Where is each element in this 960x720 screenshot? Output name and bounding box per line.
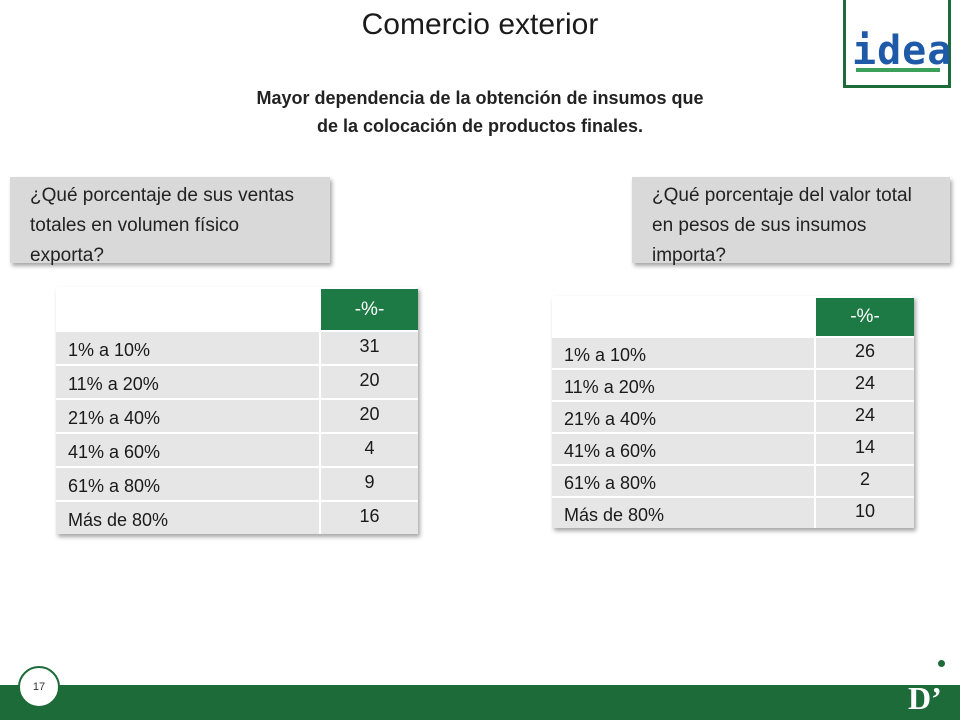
subtitle-line-2: de la colocación de productos finales. — [316, 116, 644, 136]
brand-dot — [938, 660, 945, 667]
row-label: 1% a 10% — [564, 344, 647, 365]
imports-table: -%- 1% a 10% 26 11% a 20% 24 21% a 40% 24 41% … — [552, 296, 914, 528]
logo-text: idea — [852, 28, 953, 74]
page-title: Comercio exterior — [361, 8, 599, 41]
row-label: 1% a 10% — [68, 339, 151, 360]
table-row: 1% a 10% 26 — [552, 336, 914, 368]
table-row: 41% a 60% 4 — [56, 432, 418, 466]
table-header-row: -%- — [56, 287, 418, 330]
row-value: 24 — [814, 370, 914, 400]
row-label: 41% a 60% — [68, 441, 161, 462]
row-label: 61% a 80% — [564, 472, 657, 493]
row-label: 61% a 80% — [68, 475, 161, 496]
row-value: 14 — [814, 434, 914, 464]
column-header: -%- — [814, 296, 914, 336]
row-label: 21% a 40% — [564, 408, 657, 429]
table-row: 11% a 20% 24 — [552, 368, 914, 400]
row-label: 11% a 20% — [68, 373, 159, 394]
question-imports: ¿Qué porcentaje del valor total en pesos… — [632, 177, 950, 266]
row-value: 16 — [319, 502, 418, 534]
subtitle: Mayor dependencia de la obtención de ins… — [180, 84, 780, 140]
table-row: 1% a 10% 31 — [56, 330, 418, 364]
row-value: 9 — [319, 468, 418, 500]
row-value: 24 — [814, 402, 914, 432]
table-header-row: -%- — [552, 296, 914, 336]
row-value: 20 — [319, 400, 418, 432]
logo: idea — [843, 0, 951, 88]
exports-table-body: 1% a 10% 31 11% a 20% 20 21% a 40% 20 41% a 60… — [56, 330, 418, 534]
table-row: 21% a 40% 24 — [552, 400, 914, 432]
footer-bar — [0, 685, 960, 720]
row-label: 11% a 20% — [564, 376, 655, 397]
header-blank-cell — [552, 296, 814, 336]
table-row: Más de 80% 10 — [552, 496, 914, 528]
row-value: 2 — [814, 466, 914, 496]
row-label: 41% a 60% — [564, 440, 657, 461]
table-row: 21% a 40% 20 — [56, 398, 418, 432]
exports-table: -%- 1% a 10% 31 11% a 20% 20 21% a 40% 20 41% … — [56, 287, 418, 534]
imports-table-body: 1% a 10% 26 11% a 20% 24 21% a 40% 24 41% a 60… — [552, 336, 914, 528]
question-exports: ¿Qué porcentaje de sus ventas totales en… — [10, 177, 330, 266]
row-label: Más de 80% — [564, 504, 665, 525]
table-row: 11% a 20% 20 — [56, 364, 418, 398]
row-value: 31 — [319, 332, 418, 364]
header-blank-cell — [56, 287, 319, 330]
table-row: Más de 80% 16 — [56, 500, 418, 534]
row-label: 21% a 40% — [68, 407, 161, 428]
row-value: 4 — [319, 434, 418, 466]
brand-mark: D’ — [908, 680, 942, 716]
row-value: 26 — [814, 338, 914, 368]
table-row: 61% a 80% 2 — [552, 464, 914, 496]
row-value: 10 — [814, 498, 914, 528]
subtitle-line-1: Mayor dependencia de la obtención de ins… — [256, 88, 704, 108]
column-header: -%- — [319, 287, 418, 330]
logo-underline — [856, 68, 940, 72]
row-value: 20 — [319, 366, 418, 398]
table-row: 61% a 80% 9 — [56, 466, 418, 500]
page-number: 17 — [18, 666, 60, 708]
table-row: 41% a 60% 14 — [552, 432, 914, 464]
row-label: Más de 80% — [68, 509, 169, 530]
